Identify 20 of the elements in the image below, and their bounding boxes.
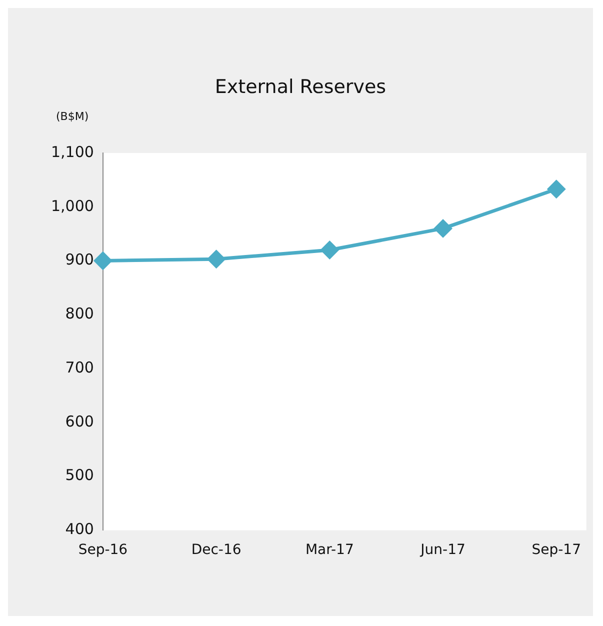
y-tick-label: 1,000 — [50, 196, 94, 215]
y-tick-label: 1,100 — [50, 142, 94, 161]
point — [208, 250, 226, 268]
point — [434, 220, 452, 238]
point — [320, 241, 338, 259]
x-tick-label: Jun-17 — [420, 542, 466, 558]
y-tick-label: 700 — [65, 358, 94, 376]
x-tick-label: Dec-16 — [191, 542, 242, 558]
chart-title: External Reserves — [214, 76, 388, 98]
y-tick-label: 600 — [65, 412, 94, 430]
point — [548, 180, 566, 198]
x-tick-label: Sep-16 — [78, 542, 128, 558]
y-tick-label: 500 — [65, 466, 94, 484]
y-tick-label: 900 — [65, 250, 94, 269]
y-tick-label: 400 — [65, 520, 94, 538]
x-tick-label: Sep-17 — [532, 542, 582, 558]
y-axis-title: (B$M) — [56, 110, 89, 123]
y-tick-label: 800 — [65, 304, 94, 323]
x-tick-label: Mar-17 — [305, 542, 354, 558]
point — [94, 252, 112, 270]
